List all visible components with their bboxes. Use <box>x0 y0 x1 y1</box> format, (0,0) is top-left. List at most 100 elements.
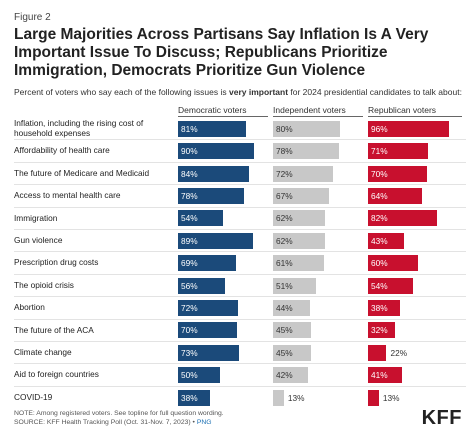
bar <box>178 232 253 249</box>
bar-value-label: 72% <box>276 168 293 179</box>
bar-value-label: 70% <box>371 168 388 179</box>
bar <box>178 210 224 227</box>
bar <box>178 143 254 160</box>
bar-value-label: 80% <box>276 123 293 134</box>
bar-value-label: 70% <box>181 325 198 336</box>
bar-value-label: 22% <box>390 347 408 358</box>
bar <box>178 255 236 272</box>
bar-value-label: 50% <box>181 370 198 381</box>
bar <box>368 165 427 182</box>
bar-value-label: 38% <box>371 302 388 313</box>
bar <box>368 344 387 361</box>
category-label: Climate change <box>14 347 72 357</box>
row-divider <box>14 296 466 298</box>
bar <box>368 367 403 384</box>
row-divider <box>14 273 466 275</box>
category-label: Immigration <box>14 212 58 223</box>
bar <box>178 120 247 137</box>
bar-value-label: 13% <box>287 392 305 403</box>
bar-value-label: 60% <box>371 258 388 269</box>
bar-value-label: 43% <box>371 235 388 246</box>
subtitle-text-end: for 2024 presidential candidates to talk… <box>288 87 462 97</box>
bar-value-label: 41% <box>371 370 388 381</box>
bar-value-label: 96% <box>371 123 388 134</box>
bar <box>273 120 341 137</box>
category-label: Prescription drug costs <box>14 257 99 268</box>
bar <box>368 143 428 160</box>
bar-value-label: 90% <box>181 146 198 157</box>
category-label: The future of the ACA <box>14 324 94 335</box>
series-header-rule <box>273 116 363 117</box>
series-header: Independent voters <box>273 105 346 115</box>
row-divider <box>14 341 466 342</box>
row-divider <box>14 184 466 186</box>
category-label: Access to mental health care <box>14 190 121 201</box>
row-divider <box>14 229 466 230</box>
bar-value-label: 73% <box>181 347 198 358</box>
bar <box>273 143 339 160</box>
series-header: Democratic voters <box>178 105 247 115</box>
category-label: Aid to foreign countries <box>14 369 99 380</box>
bar-value-label: 13% <box>382 392 400 403</box>
bar <box>273 232 326 249</box>
bar-value-label: 38% <box>181 392 198 403</box>
bar <box>368 277 414 294</box>
row-divider <box>14 363 466 365</box>
bar <box>273 255 325 272</box>
bar <box>273 389 284 406</box>
category-label: COVID-19 <box>14 391 53 402</box>
bar <box>273 277 316 294</box>
bar-value-label: 45% <box>276 347 293 358</box>
row-divider <box>14 251 466 253</box>
note-line: NOTE: Among registered voters. See topli… <box>14 410 224 417</box>
bar-value-label: 89% <box>181 235 198 246</box>
bar-value-label: 54% <box>371 280 388 291</box>
row-divider <box>14 385 466 387</box>
bar <box>178 367 220 384</box>
category-label: The opioid crisis <box>14 279 74 290</box>
chart-title: Large Majorities Across Partisans Say In… <box>14 26 429 79</box>
bar-value-label: 72% <box>181 302 198 313</box>
bar-value-label: 54% <box>181 213 198 224</box>
png-download-link[interactable]: PNG <box>196 419 212 426</box>
bar-value-label: 62% <box>276 213 293 224</box>
category-label: Affordability of health care <box>14 145 110 156</box>
bar <box>368 255 419 272</box>
bar <box>178 389 210 406</box>
bar-value-label: 69% <box>181 258 198 269</box>
subtitle-emphasis: very important <box>228 87 289 97</box>
bar-value-label: 64% <box>371 190 388 201</box>
bar <box>368 187 422 204</box>
bar-value-label: 84% <box>181 168 198 179</box>
bar <box>368 322 395 339</box>
bar-value-label: 62% <box>276 235 293 246</box>
bar-value-label: 78% <box>276 146 293 157</box>
bar-value-label: 42% <box>276 370 293 381</box>
bar-value-label: 67% <box>276 190 293 201</box>
category-label: The future of Medicare and Medicaid <box>14 167 150 178</box>
bar <box>178 322 237 339</box>
chart-subtitle: Percent of voters who say each of the fo… <box>14 87 466 97</box>
bar-value-label: 56% <box>181 280 198 291</box>
bar <box>178 165 249 182</box>
bar <box>273 299 310 316</box>
bar <box>368 299 400 316</box>
category-label: Inflation, including the rising cost of … <box>14 118 144 138</box>
bar <box>178 187 244 204</box>
bar <box>178 277 226 294</box>
kff-logo: KFF <box>421 407 462 429</box>
bar-value-label: 81% <box>181 123 198 134</box>
row-divider <box>14 161 466 163</box>
bar <box>273 187 330 204</box>
bar-value-label: 78% <box>181 190 198 201</box>
bar <box>368 210 437 227</box>
bar-value-label: 82% <box>371 213 388 224</box>
row-divider <box>14 206 466 208</box>
category-label: Abortion <box>14 302 45 313</box>
bar <box>368 232 405 249</box>
source-text: SOURCE: KFF Health Tracking Poll (Oct. 3… <box>14 419 197 426</box>
bar <box>273 367 309 384</box>
bar-value-label: 51% <box>276 280 293 291</box>
bar <box>273 322 311 339</box>
series-header: Republican voters <box>368 105 437 115</box>
